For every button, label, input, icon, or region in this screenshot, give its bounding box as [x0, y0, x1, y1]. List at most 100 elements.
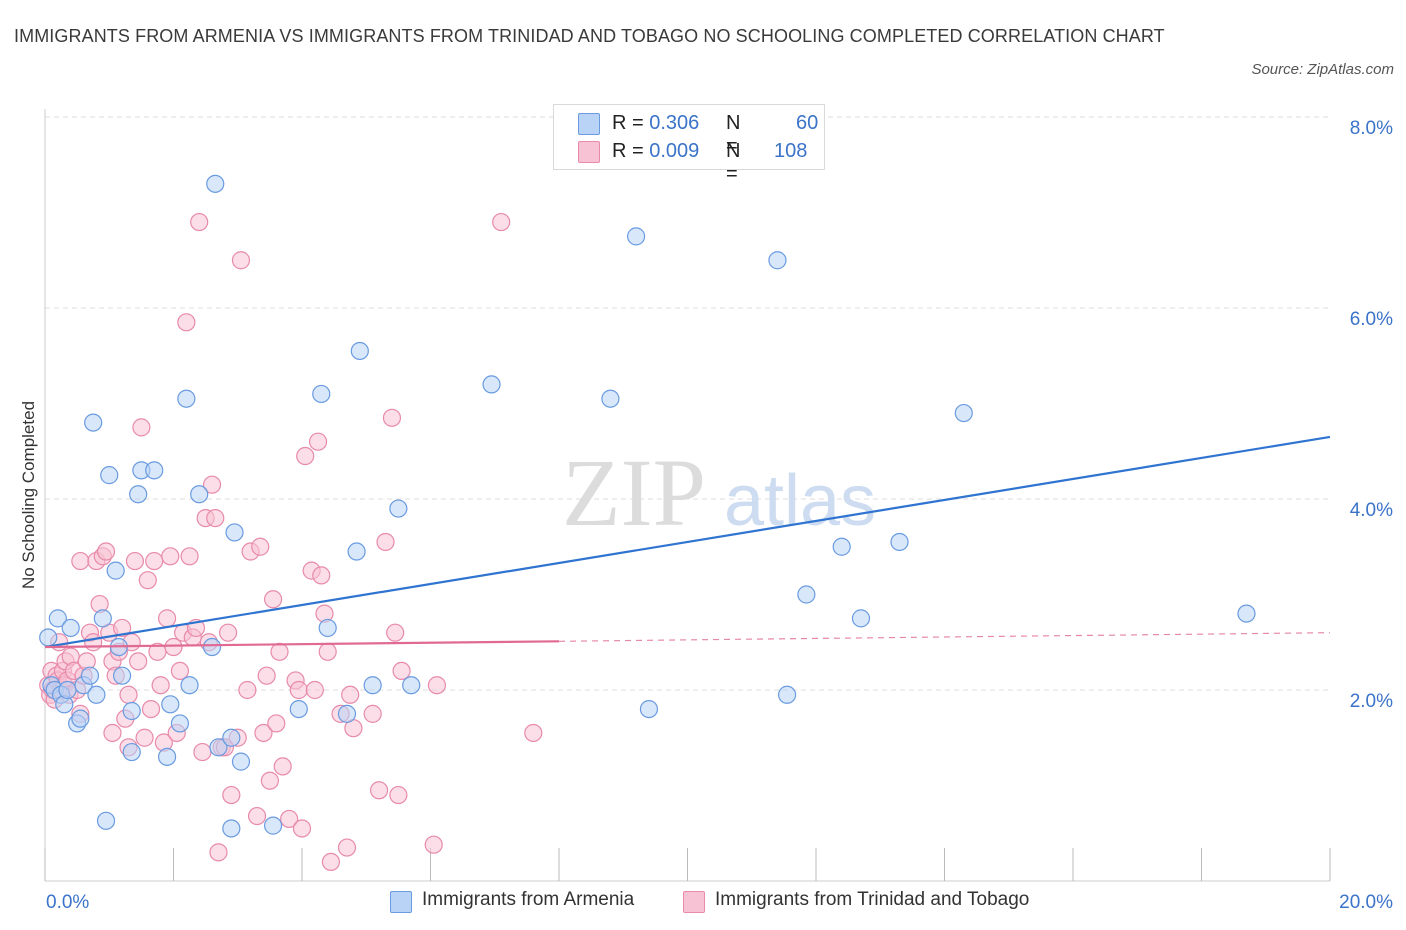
trinidad-point [424, 835, 443, 854]
armenia-point [122, 742, 141, 762]
trinidad-trend-line-dashed [558, 632, 1331, 642]
trinidad-point [180, 547, 199, 566]
trinidad-point [135, 728, 154, 747]
trinidad-point [222, 785, 241, 805]
armenia-point [350, 341, 369, 361]
trinidad-point [382, 408, 402, 427]
trinidad-point [157, 609, 177, 628]
trinidad-point [524, 723, 543, 743]
armenia-point [639, 699, 659, 719]
trinidad-legend-swatch [683, 891, 705, 913]
trinidad-point [273, 757, 292, 776]
armenia-point [289, 699, 308, 719]
trinidad-point [125, 551, 145, 571]
armenia-point [202, 637, 222, 657]
armenia-point [851, 609, 871, 628]
armenia-point [100, 466, 119, 485]
y-tick-label: 2.0% [1350, 691, 1393, 712]
armenia-point [231, 752, 251, 771]
chart-title: IMMIGRANTS FROM ARMENIA VS IMMIGRANTS FR… [14, 26, 1165, 46]
trinidad-point [270, 642, 289, 661]
armenia-point [225, 523, 244, 542]
armenia-point [337, 704, 357, 723]
armenia-point [145, 461, 164, 480]
armenia-point [482, 375, 501, 394]
trinidad-point [321, 852, 341, 872]
y-axis-label: No Schooling Completed [19, 401, 38, 589]
n-label: N = [726, 112, 741, 157]
trinidad-point [289, 680, 308, 700]
armenia-point [177, 389, 196, 408]
armenia-r-value: 0.306 [649, 112, 700, 134]
armenia-point [263, 816, 283, 835]
trinidad-trend-line [44, 640, 560, 649]
armenia-point [797, 585, 816, 604]
trinidad-point [132, 418, 151, 437]
armenia-point [190, 485, 209, 504]
armenia-point [389, 499, 408, 518]
armenia-point [106, 561, 125, 580]
trinidad-point [296, 446, 315, 466]
trinidad-point [341, 685, 360, 704]
armenia-point [58, 680, 77, 700]
armenia-point [96, 811, 116, 830]
trinidad-point [209, 843, 228, 862]
armenia-point [48, 609, 67, 628]
armenia-point [222, 728, 241, 747]
trinidad-point [267, 714, 286, 733]
armenia-point [180, 676, 199, 695]
trinidad-point [389, 785, 408, 805]
armenia-point [157, 747, 177, 766]
trinidad-point [206, 508, 225, 528]
trinidad-point [318, 642, 337, 661]
armenia-point [1237, 604, 1256, 623]
trinidad-point [337, 838, 357, 857]
armenia-point [601, 389, 620, 408]
armenia-point [347, 542, 366, 561]
armenia-point [122, 701, 141, 721]
trinidad-point [238, 680, 257, 700]
trinidad-point [96, 542, 116, 561]
r-label: R = [612, 112, 644, 134]
trinidad-n-value: 108 [774, 140, 808, 162]
trinidad-point [305, 680, 324, 700]
trinidad-point [170, 661, 190, 681]
trinidad-point [292, 819, 312, 838]
trinidad-point [427, 676, 447, 695]
armenia-point [129, 485, 148, 504]
trinidad-point [112, 618, 132, 638]
trinidad-point [251, 537, 270, 556]
armenia-point [84, 413, 103, 432]
armenia-swatch [578, 113, 600, 135]
stats-legend: R = 0.306 N = 60 R = 0.009 N = 108 [553, 104, 825, 185]
trinidad-point [129, 652, 148, 671]
trinidad-point [71, 551, 90, 571]
trinidad-point [263, 590, 283, 609]
armenia-point [71, 709, 90, 728]
trinidad-r-text: R = 0.009 [612, 140, 699, 163]
armenia-point [777, 685, 797, 704]
trinidad-point [219, 623, 238, 642]
trinidad-point [386, 623, 405, 642]
watermark-atlas: atlas [724, 461, 876, 541]
trinidad-legend-label: Immigrants from Trinidad and Tobago [715, 889, 1030, 910]
trinidad-point [492, 212, 511, 232]
armenia-r-text: R = 0.306 [612, 112, 699, 135]
y-tick-label: 6.0% [1350, 309, 1393, 330]
trinidad-point [138, 571, 157, 590]
series-trinidad-points [39, 212, 543, 872]
armenia-point [93, 609, 112, 628]
trinidad-swatch [578, 141, 600, 163]
armenia-point [206, 174, 225, 193]
armenia-point [170, 714, 190, 733]
armenia-point [209, 738, 228, 757]
trinidad-point [84, 633, 103, 652]
armenia-trend-line [44, 435, 1331, 649]
armenia-point [626, 227, 646, 246]
armenia-point [39, 628, 58, 647]
trinidad-point [247, 806, 267, 826]
armenia-point [890, 532, 909, 552]
armenia-legend-label: Immigrants from Armenia [422, 889, 635, 910]
x-tick-label: 0.0% [46, 892, 89, 913]
trinidad-r-value: 0.009 [649, 140, 700, 162]
